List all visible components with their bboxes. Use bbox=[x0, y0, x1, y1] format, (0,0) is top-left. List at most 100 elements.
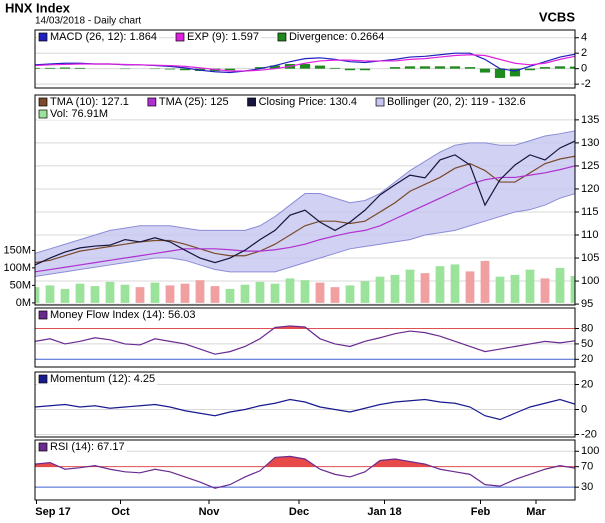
legend-background bbox=[37, 441, 127, 453]
y2-tick-label: 150M bbox=[3, 244, 31, 256]
volume-bar bbox=[375, 276, 385, 303]
bar bbox=[344, 68, 356, 71]
legend-swatch bbox=[247, 97, 256, 107]
legend-label: EXP (9): 1.597 bbox=[187, 31, 259, 43]
panel-border bbox=[34, 307, 576, 368]
y-tick-label: 70 bbox=[581, 461, 593, 473]
legend-label: Money Flow Index (14): 56.03 bbox=[50, 309, 196, 321]
y2-tick-label: 50M bbox=[10, 279, 31, 291]
line bbox=[35, 455, 575, 489]
legend-background bbox=[374, 96, 528, 108]
bar bbox=[449, 66, 461, 69]
legend-label: Divergence: 0.2664 bbox=[289, 31, 384, 43]
y-tick-label: 95 bbox=[581, 298, 593, 310]
volume-bar bbox=[570, 275, 575, 303]
x-tick-label: Jan 18 bbox=[367, 506, 401, 518]
bar bbox=[479, 68, 491, 73]
volume-bar bbox=[45, 285, 55, 303]
x-tick-label: Nov bbox=[199, 506, 221, 518]
chart-title: HNX Index bbox=[5, 0, 71, 15]
y-tick-label: 20 bbox=[581, 378, 593, 390]
legend-label: TMA (25): 125 bbox=[159, 96, 229, 108]
volume-bar bbox=[150, 282, 160, 303]
y-tick-label: 105 bbox=[581, 252, 599, 264]
bar bbox=[554, 66, 566, 69]
line bbox=[35, 54, 575, 72]
source: VCBS bbox=[539, 9, 575, 24]
y-tick-label: 110 bbox=[581, 229, 599, 241]
legend-background bbox=[174, 31, 261, 43]
legend-swatch bbox=[38, 32, 48, 42]
plot-area bbox=[35, 119, 575, 305]
volume-bar bbox=[180, 283, 190, 303]
legend-swatch bbox=[38, 374, 48, 384]
y-tick-label: -20 bbox=[581, 428, 597, 440]
bar bbox=[314, 65, 326, 69]
y-tick-label: 120 bbox=[581, 183, 599, 195]
plot-area bbox=[35, 325, 575, 360]
volume-bar bbox=[315, 282, 325, 303]
y2-tick-label: 0M bbox=[16, 297, 31, 309]
bar bbox=[509, 68, 521, 77]
legend-swatch bbox=[38, 442, 48, 452]
volume-bar bbox=[240, 284, 250, 303]
y-tick-label: 125 bbox=[581, 160, 599, 172]
bar bbox=[44, 67, 56, 69]
bar bbox=[419, 66, 431, 69]
overbought-fill bbox=[35, 456, 575, 467]
bar bbox=[179, 68, 191, 71]
bar bbox=[164, 68, 176, 70]
volume-bar bbox=[210, 286, 220, 303]
y-tick-label: 0 bbox=[581, 63, 587, 75]
volume-bar bbox=[165, 285, 175, 303]
bar bbox=[59, 67, 71, 69]
volume-bar bbox=[495, 276, 505, 303]
legend-label: Closing Price: 130.4 bbox=[259, 96, 357, 108]
legend-swatch bbox=[375, 97, 385, 107]
panel-border bbox=[34, 439, 576, 501]
line bbox=[35, 165, 575, 273]
volume-bar bbox=[450, 264, 460, 303]
volume-bar bbox=[390, 274, 400, 303]
bar bbox=[74, 67, 86, 69]
legend-swatch bbox=[175, 32, 185, 42]
volume-bar bbox=[60, 288, 70, 303]
line bbox=[35, 325, 575, 355]
volume-bar bbox=[360, 281, 370, 303]
y2-tick-label: 100M bbox=[3, 262, 31, 274]
bar bbox=[539, 67, 551, 69]
legend-label: RSI (14): 67.17 bbox=[50, 441, 125, 453]
legend-background bbox=[37, 373, 158, 385]
x-tick-label: Mar bbox=[526, 506, 546, 518]
bar bbox=[254, 67, 266, 69]
legend-swatch bbox=[147, 97, 157, 107]
legend-swatch bbox=[277, 32, 287, 42]
bar bbox=[494, 68, 506, 78]
bar bbox=[359, 68, 371, 71]
legend-background bbox=[37, 309, 198, 321]
volume-bar bbox=[35, 287, 40, 303]
line bbox=[35, 398, 575, 421]
x-tick-label: Oct bbox=[111, 506, 130, 518]
volume-bar bbox=[510, 274, 520, 303]
volume-bar bbox=[330, 287, 340, 303]
y-tick-label: 50 bbox=[581, 338, 593, 350]
legend-background bbox=[145, 96, 231, 108]
legend-label: Vol: 76.91M bbox=[50, 108, 108, 120]
legend-background bbox=[245, 96, 360, 108]
volume-bar bbox=[300, 280, 310, 303]
volume-bar bbox=[270, 283, 280, 303]
y-tick-label: 0 bbox=[581, 403, 587, 415]
bar bbox=[299, 64, 311, 69]
volume-bar bbox=[90, 286, 100, 303]
panel-border bbox=[34, 94, 576, 306]
legend-swatch bbox=[38, 97, 48, 107]
volume-bar bbox=[255, 281, 265, 303]
bar bbox=[524, 68, 536, 71]
y-tick-label: 135 bbox=[581, 114, 599, 126]
legend-swatch bbox=[38, 310, 48, 320]
panel-border bbox=[34, 29, 576, 89]
y-tick-label: 80 bbox=[581, 322, 593, 334]
volume-bar bbox=[555, 267, 565, 303]
